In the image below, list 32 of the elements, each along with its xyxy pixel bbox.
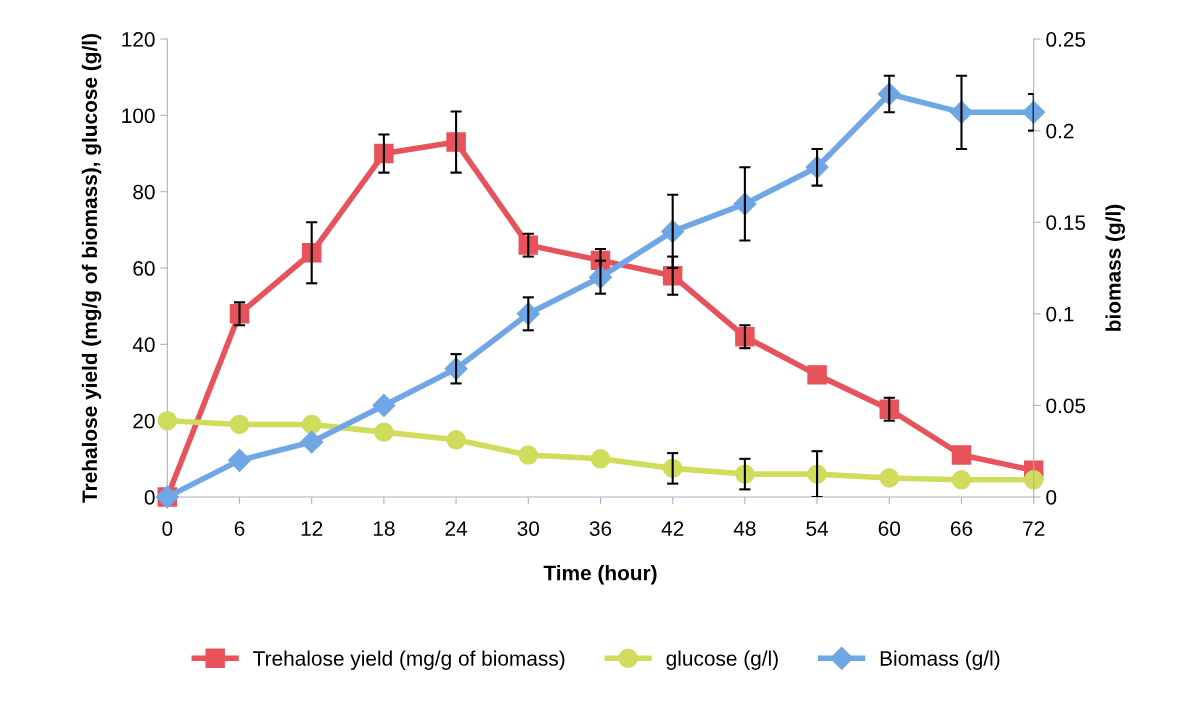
x-tick-label: 0: [162, 521, 173, 536]
y2-tick-label: 0.05: [1046, 398, 1086, 414]
x-tick-label: 12: [301, 521, 323, 536]
y-tick-label: 0: [144, 490, 155, 505]
y-tick-label: 80: [133, 184, 155, 200]
y-axis-title: Trehalose yield (mg/g of biomass), glucose (g/l): [81, 34, 102, 503]
x-tick-label: 72: [1023, 521, 1045, 536]
y-tick-label: 60: [133, 261, 155, 276]
legend-label: Biomass (g/l): [880, 650, 1000, 670]
y-tick-label: 40: [132, 337, 155, 353]
y2-tick-label: 0.1: [1046, 306, 1074, 322]
y2-tick-label: 0: [1046, 490, 1057, 505]
x-tick-label: 66: [950, 521, 973, 536]
y2-tick-label: 0.15: [1046, 215, 1086, 230]
x-tick-label: 42: [661, 521, 684, 536]
legend-label: Trehalose yield (mg/g of biomass): [253, 650, 565, 670]
y-tick-label: 120: [122, 32, 155, 47]
x-tick-label: 18: [373, 521, 395, 536]
y2-tick-label: 0.2: [1046, 123, 1074, 139]
x-axis-title: Time (hour): [543, 565, 657, 585]
x-tick-label: 24: [445, 521, 468, 536]
x-tick-label: 36: [589, 521, 612, 536]
y2-tick-label: 0.25: [1046, 32, 1086, 47]
legend-label: glucose (g/l): [666, 650, 778, 670]
y2-axis-title: biomass (g/l): [1105, 204, 1125, 331]
x-tick-label: 48: [733, 521, 756, 536]
y-tick-label: 100: [122, 108, 155, 124]
x-tick-label: 54: [806, 521, 829, 536]
x-tick-label: 30: [517, 521, 540, 536]
x-tick-label: 60: [878, 521, 901, 536]
y-tick-label: 20: [133, 413, 155, 429]
x-tick-label: 6: [234, 521, 245, 536]
